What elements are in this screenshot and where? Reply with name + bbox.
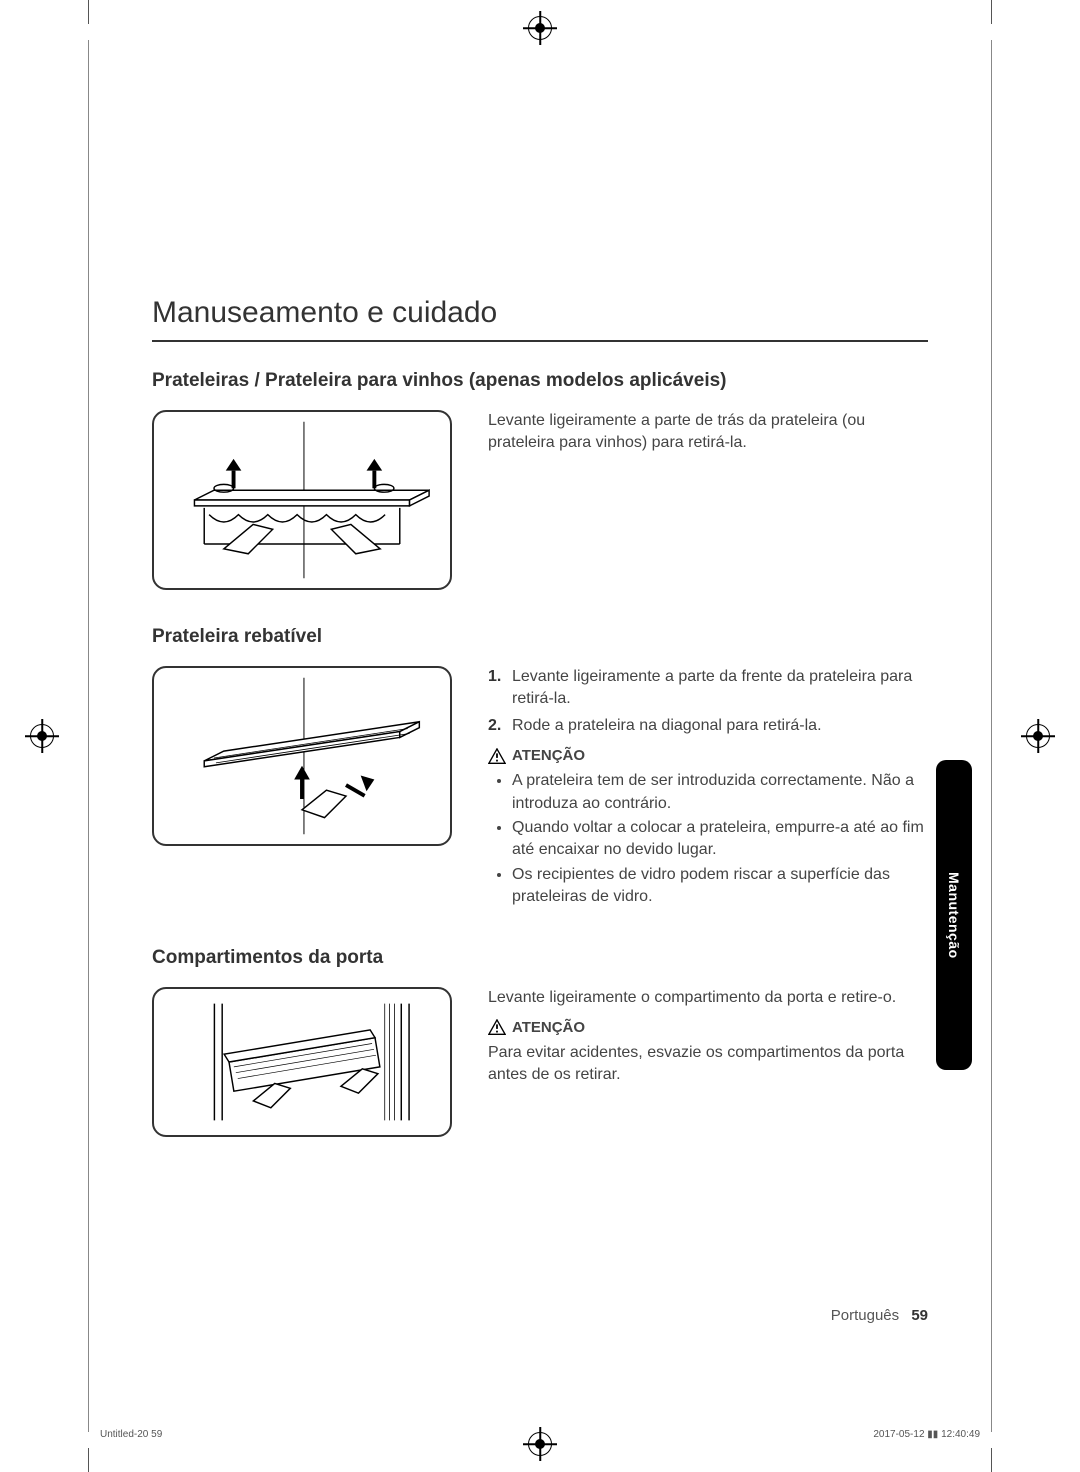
crop-mark [88, 0, 89, 24]
print-meta-right: 2017-05-12 ▮▮ 12:40:49 [873, 1429, 980, 1440]
bullet-item: A prateleira tem de ser introduzida corr… [512, 770, 928, 815]
bullet-item: Quando voltar a colocar a prateleira, em… [512, 817, 928, 862]
crop-mark [991, 1448, 992, 1472]
bullet-item: Os recipientes de vidro podem riscar a s… [512, 864, 928, 909]
illustration-door-bin [152, 987, 452, 1137]
section-tab: Manutenção [936, 760, 972, 1070]
section-heading: Prateleiras / Prateleira para vinhos (ap… [152, 370, 928, 392]
step-item: Levante ligeiramente a parte da frente d… [488, 666, 928, 711]
section-body: Levante ligeiramente a parte de trás da … [488, 410, 928, 461]
warning-text: ATENÇÃO [512, 1017, 585, 1038]
body-text: Levante ligeiramente o compartimento da … [488, 987, 928, 1009]
section-body: Levante ligeiramente o compartimento da … [488, 987, 928, 1093]
illustration-shelf-remove [152, 410, 452, 590]
print-metadata: Untitled-20 59 2017-05-12 ▮▮ 12:40:49 [100, 1429, 980, 1440]
print-meta-left: Untitled-20 59 [100, 1429, 162, 1440]
crop-mark [991, 0, 992, 24]
body-text: Levante ligeiramente a parte de trás da … [488, 410, 928, 455]
page-footer: Português 59 [831, 1307, 928, 1324]
warning-label: ATENÇÃO [488, 745, 928, 766]
section-door-bins: Compartimentos da porta [152, 947, 928, 1137]
crop-mark [88, 1448, 89, 1472]
registration-mark-top [528, 16, 552, 40]
step-item: Rode a prateleira na diagonal para retir… [488, 715, 928, 737]
page-number: 59 [911, 1307, 928, 1324]
warning-icon [488, 1019, 506, 1035]
section-heading: Compartimentos da porta [152, 947, 928, 969]
warning-label: ATENÇÃO [488, 1017, 928, 1038]
warning-body: Para evitar acidentes, esvazie os compar… [488, 1042, 928, 1087]
section-folding-shelf: Prateleira rebatível [152, 626, 928, 911]
section-body: Levante ligeiramente a parte da frente d… [488, 666, 928, 911]
registration-mark-left [30, 724, 54, 748]
warning-text: ATENÇÃO [512, 745, 585, 766]
warning-bullets: A prateleira tem de ser introduzida corr… [488, 770, 928, 908]
registration-mark-right [1026, 724, 1050, 748]
language-label: Português [831, 1307, 899, 1324]
warning-icon [488, 748, 506, 764]
section-tab-label: Manutenção [946, 872, 962, 959]
section-shelves: Prateleiras / Prateleira para vinhos (ap… [152, 370, 928, 590]
page-content: Manuseamento e cuidado Prateleiras / Pra… [152, 296, 928, 1352]
page-title: Manuseamento e cuidado [152, 296, 928, 342]
section-heading: Prateleira rebatível [152, 626, 928, 648]
steps-list: Levante ligeiramente a parte da frente d… [488, 666, 928, 737]
illustration-folding-shelf [152, 666, 452, 846]
